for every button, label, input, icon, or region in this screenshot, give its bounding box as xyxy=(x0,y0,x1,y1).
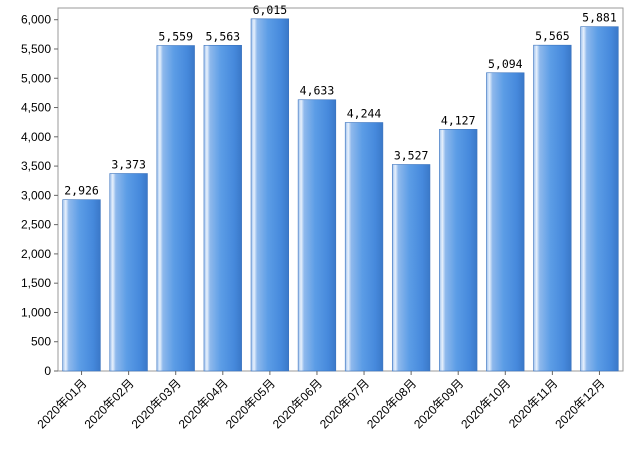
data-label: 3,527 xyxy=(394,148,429,162)
data-label: 3,373 xyxy=(111,158,146,172)
y-tick-label: 1,500 xyxy=(21,276,51,290)
data-label: 5,881 xyxy=(582,11,617,25)
x-tick-label: 2020年08月 xyxy=(364,376,419,431)
bar xyxy=(62,199,101,372)
bar xyxy=(580,26,619,372)
y-tick-label: 6,000 xyxy=(21,13,51,27)
x-tick-label: 2020年02月 xyxy=(82,376,137,431)
x-tick-label: 2020年01月 xyxy=(34,376,89,431)
bar xyxy=(156,45,195,372)
x-axis: 2020年01月2020年02月2020年03月2020年04月2020年05月… xyxy=(34,371,608,431)
bar xyxy=(533,44,572,372)
y-axis: 0 500 1,000 1,500 2,000 2,500 3,000 3,500 4,000 4… xyxy=(21,13,58,378)
y-tick-label: 1,000 xyxy=(21,305,51,319)
x-tick-label: 2020年05月 xyxy=(223,376,278,431)
value-labels: 2,926 3,373 5,559 5,563 6,015 4,633 4,244 3,527… xyxy=(64,3,617,198)
data-label: 4,127 xyxy=(441,113,476,127)
data-label: 4,244 xyxy=(347,107,382,121)
bar xyxy=(203,44,242,372)
data-label: 5,094 xyxy=(488,57,523,71)
bar xyxy=(391,164,431,372)
y-tick-label: 5,000 xyxy=(21,71,51,85)
y-tick-label: 4,500 xyxy=(21,101,51,115)
y-tick-label: 3,000 xyxy=(21,188,51,202)
y-tick-label: 500 xyxy=(31,335,51,349)
data-label: 5,559 xyxy=(158,30,193,44)
x-tick-label: 2020年03月 xyxy=(129,376,184,431)
bar xyxy=(109,173,148,372)
bar xyxy=(250,18,290,372)
y-tick-label: 3,500 xyxy=(21,159,51,173)
x-tick-label: 2020年06月 xyxy=(270,376,325,431)
x-tick-label: 2020年04月 xyxy=(176,376,231,431)
bar xyxy=(297,99,337,372)
x-tick-label: 2020年10月 xyxy=(458,376,513,431)
data-label: 6,015 xyxy=(253,3,288,17)
x-tick-label: 2020年12月 xyxy=(552,376,607,431)
data-label: 5,563 xyxy=(205,29,240,43)
x-tick-label: 2020年07月 xyxy=(317,376,372,431)
x-tick-label: 2020年09月 xyxy=(411,376,466,431)
data-label: 2,926 xyxy=(64,184,99,198)
bar xyxy=(344,122,384,372)
data-label: 4,633 xyxy=(300,84,335,98)
data-label: 5,565 xyxy=(535,29,570,43)
bar xyxy=(439,129,478,372)
y-tick-label: 4,000 xyxy=(21,130,51,144)
bars xyxy=(62,18,619,372)
y-tick-label: 5,500 xyxy=(21,42,51,56)
plot-area xyxy=(57,7,624,372)
y-tick-label: 0 xyxy=(44,364,51,378)
bar xyxy=(486,72,525,372)
y-tick-label: 2,500 xyxy=(21,218,51,232)
y-tick-label: 2,000 xyxy=(21,247,51,261)
